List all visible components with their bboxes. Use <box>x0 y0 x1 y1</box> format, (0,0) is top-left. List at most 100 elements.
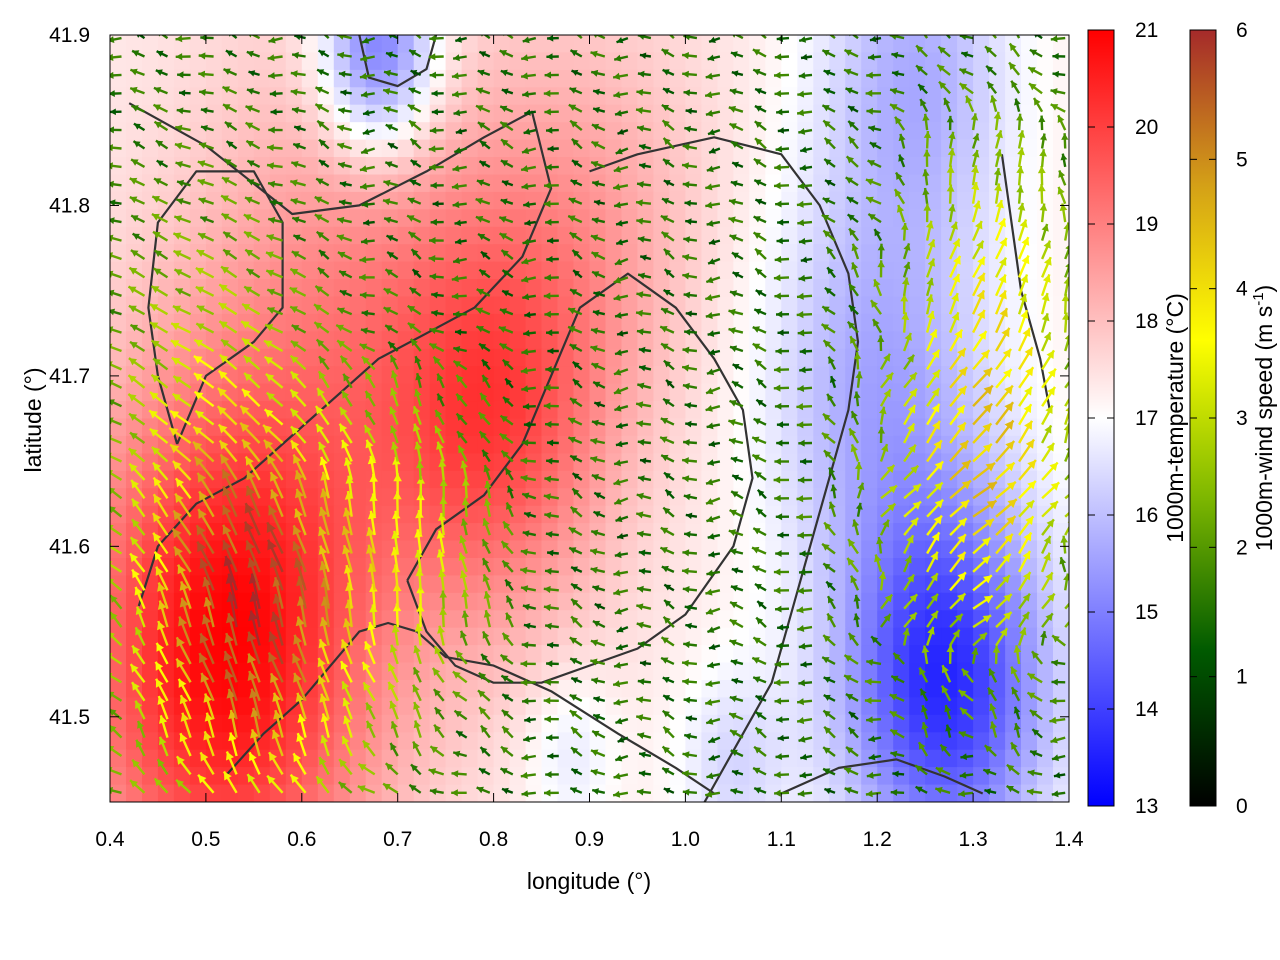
wind-arrow <box>876 536 884 554</box>
wind-arrow <box>823 694 836 702</box>
heatmap-cell <box>637 767 655 786</box>
heatmap-cell <box>445 714 463 733</box>
wind-arrow <box>1041 518 1055 536</box>
heatmap-cell <box>829 401 847 420</box>
heatmap-cell <box>461 157 479 176</box>
wind-arrow <box>341 525 353 554</box>
wind-arrow <box>636 696 652 704</box>
wind-arrow <box>436 530 445 554</box>
wind-arrow <box>949 479 972 500</box>
heatmap-cell <box>733 348 751 367</box>
heatmap-cell <box>445 453 463 472</box>
heatmap-cell <box>397 401 415 420</box>
heatmap-cell <box>909 104 926 123</box>
wind-arrow <box>773 568 790 576</box>
wind-arrow <box>110 745 123 757</box>
wind-arrow <box>826 595 837 610</box>
heatmap-cell <box>813 418 831 437</box>
wind-arrow <box>320 488 330 517</box>
heatmap-cell <box>126 714 143 733</box>
wind-arrow <box>570 767 583 776</box>
wind-arrow <box>682 678 697 686</box>
wind-arrow <box>958 790 974 798</box>
heatmap-cell <box>669 575 687 594</box>
wind-arrow <box>452 750 468 758</box>
heatmap-cell <box>765 418 783 437</box>
wind-arrow <box>478 767 491 776</box>
heatmap-cell <box>397 697 415 716</box>
wind-arrow <box>823 676 836 684</box>
wind-arrow <box>129 536 146 555</box>
heatmap-cell <box>349 732 367 751</box>
heatmap-cell <box>269 35 287 54</box>
heatmap-cell <box>765 435 783 455</box>
heatmap-cell <box>525 627 543 646</box>
heatmap-cell <box>110 104 127 123</box>
wind-arrow <box>155 642 169 665</box>
wind-arrow <box>613 569 629 577</box>
heatmap-cell <box>973 52 990 71</box>
heatmap-cell <box>653 662 671 681</box>
heatmap-cell <box>269 767 287 786</box>
heatmap-cell <box>413 453 431 472</box>
heatmap-cell <box>333 313 351 333</box>
heatmap-cell <box>893 122 910 141</box>
heatmap-cell <box>589 697 607 716</box>
wind-arrow <box>461 497 470 517</box>
wind-arrow <box>1026 691 1043 702</box>
heatmap-cell <box>829 139 847 158</box>
wind-arrow <box>437 625 445 646</box>
wind-arrow <box>544 622 559 630</box>
heatmap-cell <box>797 488 815 507</box>
wind-arrow <box>481 538 491 555</box>
heatmap-cell <box>701 244 719 263</box>
wind-arrow <box>1010 666 1021 683</box>
wind-arrow <box>958 730 974 739</box>
wind-arrow <box>830 484 838 499</box>
heatmap-cell <box>941 348 958 367</box>
heatmap-cell <box>765 244 783 263</box>
heatmap-cell <box>573 52 591 71</box>
heatmap-cell <box>669 296 687 315</box>
heatmap-cell <box>110 348 127 367</box>
heatmap-cell <box>797 383 815 402</box>
heatmap-cell <box>669 104 687 123</box>
heatmap-cell <box>413 104 431 123</box>
heatmap-cell <box>477 488 495 507</box>
heatmap-cell <box>493 313 511 333</box>
heatmap-cell <box>701 470 719 489</box>
wind-arrow <box>131 518 146 536</box>
heatmap-cell <box>685 226 703 245</box>
wind-arrow <box>613 588 629 596</box>
wind-arrow <box>504 578 514 591</box>
heatmap-cell <box>397 244 415 263</box>
wind-arrow <box>828 501 837 518</box>
heatmap-cell <box>861 470 878 489</box>
colorbar-tick-label: 18 <box>1135 310 1158 333</box>
heatmap-cell <box>573 558 591 577</box>
wind-arrow <box>949 533 967 555</box>
wind-arrow <box>797 531 813 539</box>
heatmap-cell <box>605 470 623 489</box>
heatmap-cell <box>813 69 831 89</box>
wind-arrow <box>459 630 468 646</box>
heatmap-cell <box>909 662 926 681</box>
terrain-outline-centre <box>406 272 754 684</box>
heatmap-cell <box>909 157 926 176</box>
heatmap-cell <box>909 540 926 559</box>
wind-arrow <box>500 449 514 463</box>
heatmap-cell <box>1053 122 1069 141</box>
heatmap-cell <box>349 680 367 699</box>
heatmap-cell <box>733 697 751 716</box>
wind-arrow <box>926 551 939 573</box>
wind-arrow <box>731 769 744 776</box>
heatmap-cell <box>765 157 783 176</box>
heatmap-cell <box>973 523 990 542</box>
heatmap-cell <box>1053 523 1069 542</box>
heatmap-cell <box>637 122 655 141</box>
heatmap-cell <box>461 697 479 716</box>
heatmap-cell <box>845 157 862 176</box>
heatmap-cell <box>669 592 687 611</box>
heatmap-cell <box>1021 714 1038 733</box>
wind-arrow <box>338 423 353 444</box>
